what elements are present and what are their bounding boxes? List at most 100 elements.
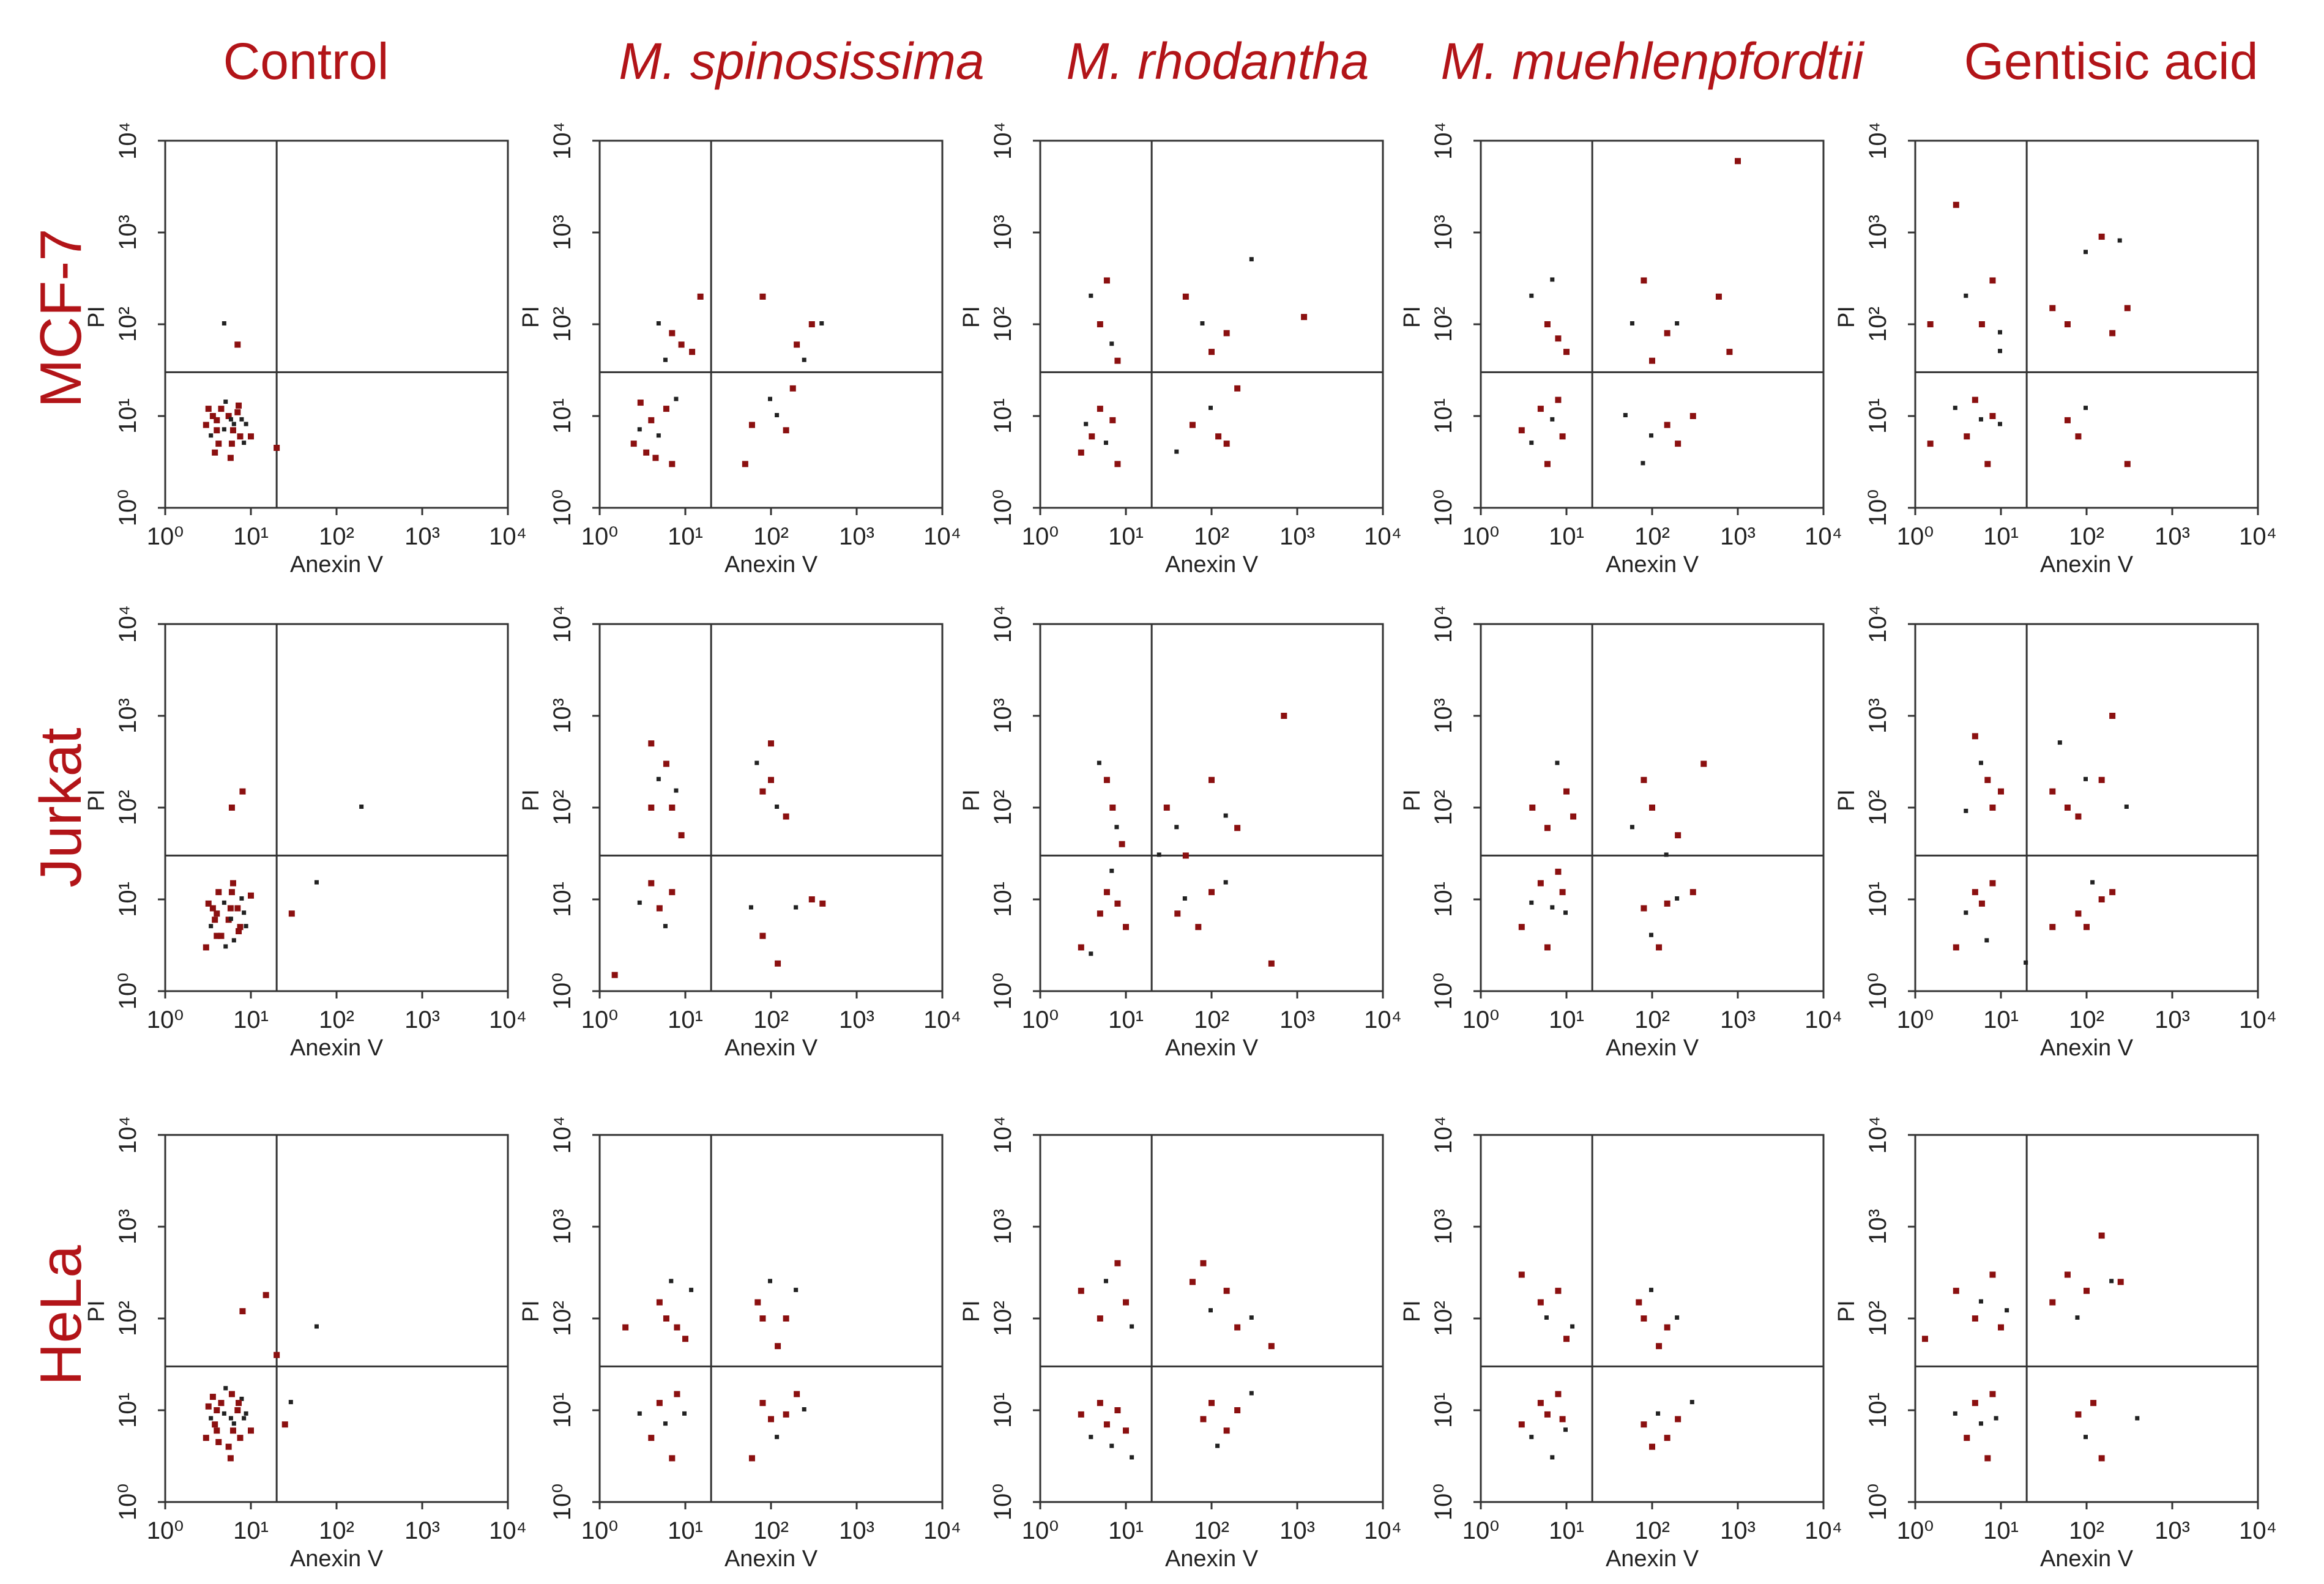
event-dot <box>1972 396 1978 403</box>
y-axis-label: PI <box>1399 789 1425 811</box>
event-dot <box>229 427 236 434</box>
column-title-m-spinosissima: M. spinosissima <box>619 32 985 90</box>
event-dot <box>1978 760 1983 765</box>
x-axis-label: Anexin V <box>1606 1035 1699 1061</box>
event-dot <box>242 441 247 445</box>
event-dot <box>1114 461 1121 467</box>
event-dot <box>1234 385 1241 392</box>
event-dot <box>1544 825 1551 831</box>
event-dot <box>2090 1400 2097 1407</box>
x-tick-label: 10² <box>1634 523 1670 550</box>
event-dot <box>228 805 235 811</box>
y-tick-label: 10² <box>114 790 141 825</box>
plot-frame <box>1039 139 1384 509</box>
event-dot <box>1964 433 1970 440</box>
y-tick-label: 10² <box>1864 307 1891 342</box>
x-axis-label: Anexin V <box>724 1546 818 1572</box>
y-tick-label: 10⁰ <box>1864 973 1891 1010</box>
event-dot <box>1174 449 1179 454</box>
y-tick-label: 10³ <box>114 698 141 734</box>
event-dot <box>1559 1416 1566 1422</box>
y-tick-label: 10¹ <box>114 882 141 917</box>
y-tick-label: 10³ <box>1430 698 1457 734</box>
x-tick-label: 10¹ <box>668 1006 703 1033</box>
x-tick-label: 10⁰ <box>1022 1517 1059 1544</box>
event-dot <box>1989 1271 1996 1278</box>
event-dot <box>783 1315 789 1322</box>
event-dot <box>1978 321 1985 327</box>
event-dot <box>1726 349 1733 355</box>
event-dot <box>669 1455 676 1462</box>
event-dot <box>1989 880 1996 887</box>
event-dot <box>648 417 655 423</box>
event-dot <box>1675 1416 1682 1422</box>
event-dot <box>682 1336 688 1342</box>
y-tick-label: 10³ <box>1864 698 1891 734</box>
event-dot <box>1078 1287 1084 1294</box>
event-dot <box>239 417 244 422</box>
event-dot <box>1097 321 1103 327</box>
x-tick-label: 10³ <box>1279 1517 1315 1544</box>
event-dot <box>242 1416 247 1421</box>
y-tick-label: 10⁴ <box>549 1116 576 1154</box>
x-tick-label: 10¹ <box>1549 523 1584 550</box>
event-dot <box>674 396 679 401</box>
event-dot <box>678 341 685 348</box>
event-dot <box>808 321 815 327</box>
event-dot <box>236 928 242 935</box>
event-dot <box>2117 1279 2124 1285</box>
event-dot <box>759 1315 766 1322</box>
event-dot <box>1998 349 2002 354</box>
x-tick-label: 10¹ <box>1108 523 1144 550</box>
event-dot <box>2109 713 2116 719</box>
event-dot <box>656 1299 663 1306</box>
event-dot <box>1209 889 1215 896</box>
x-tick-label: 10¹ <box>233 1517 269 1544</box>
x-tick-label: 10⁰ <box>1462 1517 1500 1544</box>
event-dot <box>1649 1443 1655 1450</box>
event-dot <box>775 1435 780 1440</box>
event-dot <box>1978 900 1985 907</box>
x-tick-label: 10³ <box>1720 523 1756 550</box>
y-tick-label: 10² <box>989 790 1016 825</box>
event-dot <box>1641 905 1647 912</box>
event-dot <box>682 1411 687 1416</box>
event-dot <box>1223 330 1230 337</box>
x-tick-label: 10⁴ <box>489 523 527 550</box>
event-dot <box>1563 1427 1568 1432</box>
event-dot <box>669 805 676 811</box>
event-dot <box>1097 910 1103 917</box>
event-dot <box>1268 1343 1275 1350</box>
x-tick-label: 10³ <box>1279 523 1315 550</box>
event-dot <box>1989 277 1996 284</box>
event-dot <box>1544 944 1551 951</box>
event-dot <box>1656 1411 1661 1416</box>
event-dot <box>228 417 233 422</box>
event-dot <box>222 1411 226 1416</box>
event-dot <box>1689 889 1696 896</box>
event-dot <box>1518 1271 1525 1278</box>
event-dot <box>1570 1324 1575 1329</box>
x-axis-label: Anexin V <box>1165 1546 1259 1572</box>
event-dot <box>1555 1287 1562 1294</box>
event-dot <box>1641 461 1645 466</box>
x-tick-label: 10¹ <box>1983 1517 2019 1544</box>
event-dot <box>1123 924 1129 931</box>
event-dot <box>759 932 766 939</box>
y-tick-label: 10⁰ <box>989 489 1016 527</box>
event-dot <box>1550 1455 1555 1460</box>
event-dot <box>1209 349 1215 355</box>
y-tick-label: 10¹ <box>989 882 1016 917</box>
event-dot <box>1281 713 1287 719</box>
x-tick-label: 10⁴ <box>1364 1517 1402 1544</box>
event-dot <box>611 972 618 978</box>
event-dot <box>808 896 815 902</box>
event-dot <box>643 449 650 456</box>
event-dot <box>748 1455 755 1462</box>
event-dot <box>239 896 244 901</box>
x-axis-label: Anexin V <box>290 1546 384 1572</box>
x-tick-label: 10¹ <box>1983 523 2019 550</box>
